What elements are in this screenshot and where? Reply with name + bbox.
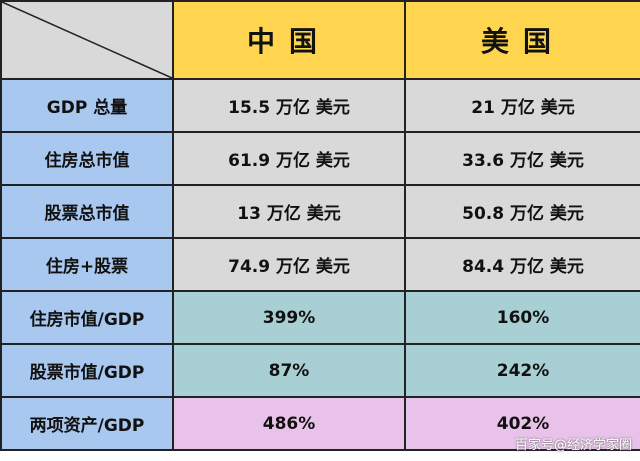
table-row: 住房总市值 61.9 万亿 美元 33.6 万亿 美元: [0, 131, 640, 186]
header-row: 中国 美国: [0, 0, 640, 80]
diagonal-line: [3, 3, 171, 77]
table-row: GDP 总量 15.5 万亿 美元 21 万亿 美元: [0, 78, 640, 133]
usa-value: 50.8 万亿 美元: [404, 184, 640, 239]
usa-value: 242%: [404, 343, 640, 398]
header-china: 中国: [172, 0, 406, 80]
watermark: 百家号@经济学家圈: [514, 438, 632, 453]
table-row: 住房市值/GDP 399% 160%: [0, 290, 640, 345]
comparison-table: 中国 美国 GDP 总量 15.5 万亿 美元 21 万亿 美元 住房总市值 6…: [0, 0, 640, 451]
table-row: 两项资产/GDP 486% 402%: [0, 396, 640, 451]
row-label: 两项资产/GDP: [0, 396, 174, 451]
usa-value: 84.4 万亿 美元: [404, 237, 640, 292]
table-row: 股票总市值 13 万亿 美元 50.8 万亿 美元: [0, 184, 640, 239]
china-value: 399%: [172, 290, 406, 345]
china-value: 74.9 万亿 美元: [172, 237, 406, 292]
china-value: 61.9 万亿 美元: [172, 131, 406, 186]
usa-value: 21 万亿 美元: [404, 78, 640, 133]
row-label: 股票市值/GDP: [0, 343, 174, 398]
china-value: 87%: [172, 343, 406, 398]
corner-cell: [0, 0, 174, 80]
usa-value: 33.6 万亿 美元: [404, 131, 640, 186]
row-label: 住房市值/GDP: [0, 290, 174, 345]
table-row: 住房+股票 74.9 万亿 美元 84.4 万亿 美元: [0, 237, 640, 292]
header-usa: 美国: [404, 0, 640, 80]
row-label: 住房+股票: [0, 237, 174, 292]
usa-value: 402%: [404, 396, 640, 451]
china-value: 13 万亿 美元: [172, 184, 406, 239]
row-label: GDP 总量: [0, 78, 174, 133]
usa-value: 160%: [404, 290, 640, 345]
row-label: 股票总市值: [0, 184, 174, 239]
table-row: 股票市值/GDP 87% 242%: [0, 343, 640, 398]
china-value: 15.5 万亿 美元: [172, 78, 406, 133]
china-value: 486%: [172, 396, 406, 451]
row-label: 住房总市值: [0, 131, 174, 186]
